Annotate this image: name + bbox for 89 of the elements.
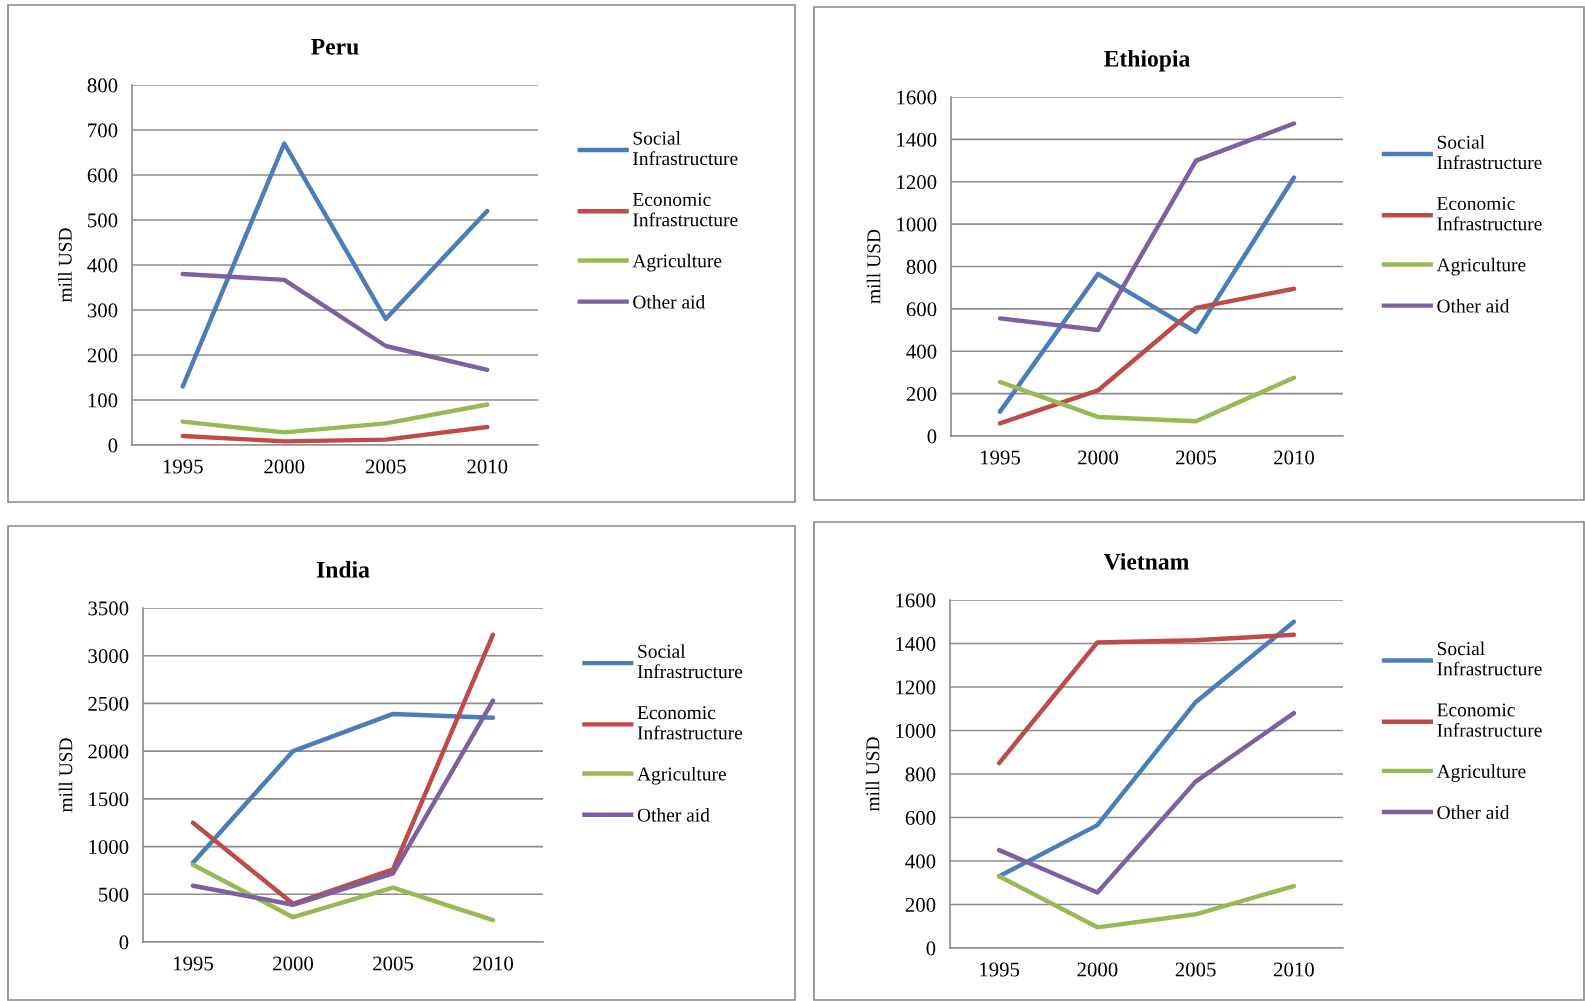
x-tick-label: 2010 <box>1273 962 1314 977</box>
y-tick-label: 800 <box>906 259 937 274</box>
legend-label: Social Infrastructure <box>1437 135 1542 170</box>
y-tick-label: 1600 <box>896 593 936 608</box>
y-tick-label: 200 <box>906 387 937 402</box>
x-tick-label: 1995 <box>174 956 214 971</box>
y-tick-label: 1400 <box>897 132 937 147</box>
legend-label: Agriculture <box>1436 257 1526 276</box>
y-tick-label: 100 <box>88 393 118 408</box>
line-series <box>190 862 496 923</box>
x-tick-label: 2005 <box>373 956 414 971</box>
y-tick-label: 1400 <box>896 636 936 651</box>
x-tick-label: 2005 <box>1175 962 1216 977</box>
y-tick-label: 1000 <box>897 217 937 232</box>
y-tick-label: 300 <box>87 303 118 318</box>
y-tick-label: 3000 <box>88 649 129 664</box>
y-tick-label: 800 <box>87 78 118 93</box>
line-series <box>190 698 496 907</box>
x-tick-label: 1995 <box>980 962 1020 977</box>
y-axis-title: mill USD <box>58 738 73 813</box>
y-tick-label: 500 <box>99 887 129 902</box>
line-series <box>180 402 490 435</box>
legend-label: Agriculture <box>1436 764 1526 782</box>
y-tick-label: 0 <box>926 941 936 956</box>
y-tick-label: 800 <box>905 767 936 782</box>
x-tick-label: 2010 <box>473 956 514 971</box>
x-tick-label: 2010 <box>1274 450 1315 465</box>
x-tick-label: 2000 <box>264 459 305 474</box>
legend-label: Other aid <box>1437 805 1510 820</box>
x-tick-label: 2000 <box>1077 962 1118 977</box>
line-series <box>997 286 1297 426</box>
chart-title: Peru <box>311 38 359 55</box>
y-axis-title: mill USD <box>866 229 881 304</box>
y-tick-label: 2500 <box>88 696 129 711</box>
line-series <box>180 424 490 444</box>
legend-label: Social Infrastructure <box>633 131 738 166</box>
legend-label: Economic Infrastructure <box>1437 196 1542 231</box>
y-tick-label: 600 <box>87 168 118 183</box>
y-tick-label: 200 <box>905 897 936 912</box>
line-series <box>996 710 1297 895</box>
y-tick-label: 1000 <box>896 723 936 738</box>
legend-label: Other aid <box>633 294 706 309</box>
y-tick-label: 500 <box>88 213 118 228</box>
y-tick-label: 600 <box>906 302 937 317</box>
y-tick-label: 400 <box>87 258 118 273</box>
legend-label: Economic Infrastructure <box>637 706 743 740</box>
y-tick-label: 0 <box>108 438 118 453</box>
line-series <box>997 175 1297 414</box>
chart-title: Vietnam <box>1103 553 1189 570</box>
y-tick-label: 400 <box>905 854 936 869</box>
x-tick-label: 2005 <box>1176 450 1217 465</box>
y-tick-label: 700 <box>88 123 118 138</box>
y-tick-label: 400 <box>906 344 937 359</box>
line-series <box>180 271 490 373</box>
line-series <box>996 632 1297 766</box>
line-series <box>190 711 496 866</box>
line-series <box>996 874 1297 930</box>
legend-label: Social Infrastructure <box>1437 641 1542 676</box>
line-series <box>180 141 490 389</box>
line-series <box>997 121 1297 333</box>
y-tick-label: 600 <box>905 810 936 825</box>
x-tick-label: 2000 <box>1078 450 1119 465</box>
x-tick-label: 1995 <box>981 450 1021 465</box>
y-tick-label: 3500 <box>88 601 129 616</box>
legend-label: Other aid <box>1437 298 1510 313</box>
legend-label: Economic Infrastructure <box>632 192 738 227</box>
y-tick-label: 200 <box>87 348 118 363</box>
y-axis-title: mill USD <box>865 737 880 812</box>
x-tick-label: 1995 <box>163 459 203 474</box>
legend-label: Agriculture <box>637 766 726 785</box>
x-tick-label: 2005 <box>365 459 406 474</box>
y-tick-label: 1600 <box>897 90 937 105</box>
y-tick-label: 1500 <box>89 792 129 807</box>
legend-label: Social Infrastructure <box>637 644 743 679</box>
chart-title: Ethiopia <box>1104 50 1190 72</box>
y-tick-label: 0 <box>119 935 129 950</box>
legend-label: Agriculture <box>632 253 722 272</box>
y-axis-title: mill USD <box>58 228 72 303</box>
y-tick-label: 1000 <box>89 839 129 854</box>
x-tick-label: 2000 <box>273 956 314 971</box>
line-series <box>997 375 1297 424</box>
y-tick-label: 1200 <box>896 680 936 695</box>
y-tick-label: 2000 <box>88 744 129 759</box>
legend-label: Other aid <box>637 808 710 822</box>
y-tick-label: 0 <box>927 429 937 444</box>
chart-title: India <box>316 561 370 578</box>
legend-label: Economic Infrastructure <box>1437 703 1542 737</box>
x-tick-label: 2010 <box>467 459 508 474</box>
y-tick-label: 1200 <box>897 175 937 190</box>
